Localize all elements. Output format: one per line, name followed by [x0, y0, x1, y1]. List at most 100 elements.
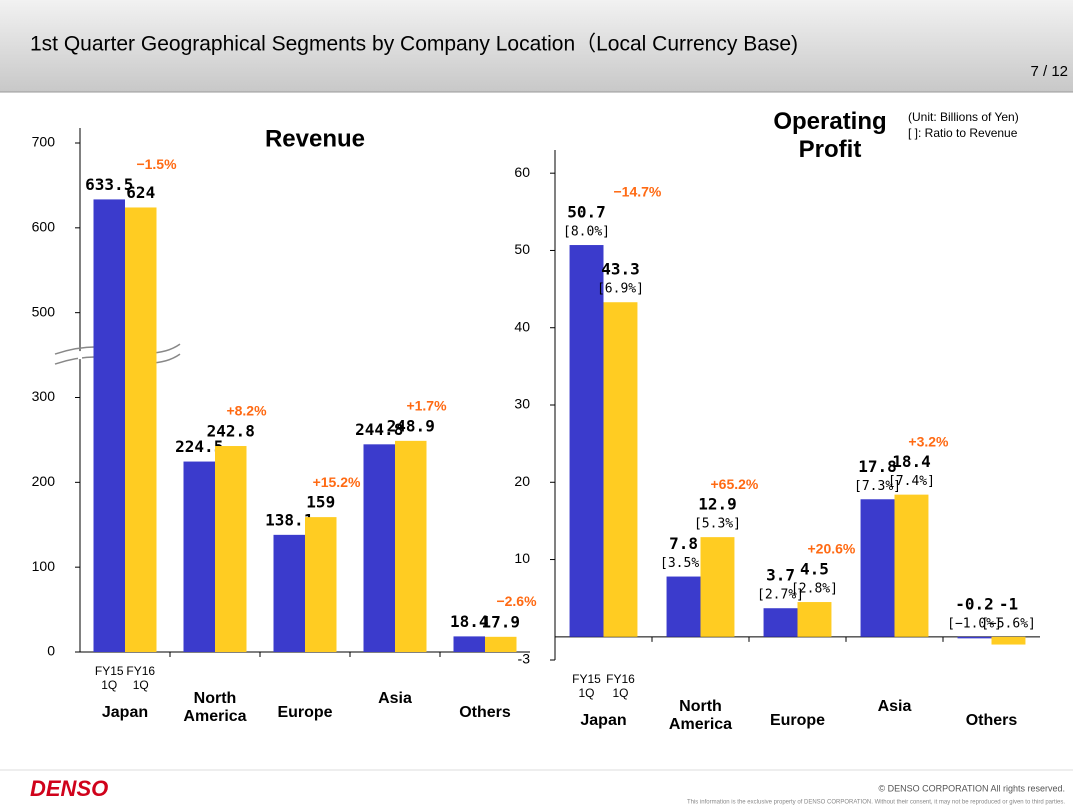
x-tick-label-box: Europe: [277, 704, 333, 721]
axis-break-gap: [78, 351, 82, 360]
ratio-note: [ ]: Ratio to Revenue: [908, 126, 1018, 140]
value-label: -1: [999, 594, 1018, 613]
y-tick-label: 60: [514, 164, 530, 180]
y-tick-label: -3: [518, 651, 531, 667]
series-label-box: FY16 1Q: [126, 664, 155, 692]
value-label: 4.5: [800, 560, 829, 579]
ratio-label: [−1.0%]: [947, 616, 1002, 631]
value-label: 43.3: [601, 260, 640, 279]
x-tick-label: North America: [183, 690, 247, 725]
chart-title: Operating Profit: [773, 108, 887, 163]
series-label: FY16 1Q: [606, 672, 635, 700]
x-tick-label: Europe: [277, 704, 333, 721]
copyright: © DENSO CORPORATION All rights reserved.: [878, 783, 1065, 793]
ratio-label: [7.3%]: [854, 479, 901, 494]
bar: [453, 636, 485, 652]
x-tick-label: Japan: [580, 712, 627, 729]
series-label-box: FY15 1Q: [95, 664, 124, 692]
value-label: -0.2: [955, 594, 994, 613]
y-tick-label: 10: [514, 550, 530, 566]
bar: [273, 534, 305, 652]
bar: [991, 636, 1026, 645]
series-label: FY15 1Q: [572, 672, 601, 700]
value-label: 624: [126, 183, 155, 202]
value-label: 242.8: [207, 422, 255, 441]
page-number: 7 / 12: [1030, 63, 1068, 80]
ratio-label: [7.4%]: [888, 474, 935, 489]
ratio-label: [−5.6%]: [981, 616, 1036, 631]
y-tick-label: 500: [32, 303, 56, 319]
header-band: [0, 0, 1073, 92]
charts: Revenue 0 100 200 300 500 600 700 Japan 633.5 FY15…: [32, 108, 1040, 733]
value-label: 224.5: [175, 437, 223, 456]
bar: [485, 636, 517, 652]
x-tick-label: Others: [965, 712, 1018, 729]
x-tick-label: Japan: [101, 704, 149, 721]
value-label: 12.9: [698, 495, 737, 514]
y-tick-label: 30: [514, 396, 530, 412]
bar: [93, 199, 125, 652]
y-tick-label: 200: [32, 473, 56, 489]
x-tick-label-box: Japan: [580, 712, 627, 729]
value-label: 50.7: [567, 203, 606, 222]
change-label: −1.5%: [136, 156, 177, 172]
value-label: 633.5: [85, 175, 133, 194]
bar: [569, 245, 604, 637]
y-tick-label: 40: [514, 318, 530, 334]
x-tick-label-box: Asia: [378, 690, 412, 707]
bar: [215, 446, 247, 652]
unit-note: (Unit: Billions of Yen): [908, 110, 1019, 124]
series-label-box: FY15 1Q: [572, 672, 601, 700]
x-tick-label: Asia: [877, 698, 912, 715]
x-tick-label-box: Others: [459, 704, 511, 721]
bar: [894, 494, 929, 637]
value-label: 18.4: [892, 452, 931, 471]
y-tick-label: 20: [514, 473, 530, 489]
y-tick-label: 700: [32, 134, 56, 150]
ratio-label: [3.5%]: [660, 556, 707, 571]
bar: [957, 636, 992, 639]
value-label: 17.8: [858, 457, 897, 476]
bar: [395, 440, 427, 652]
x-tick-label: North America: [668, 698, 733, 733]
bar: [603, 302, 638, 637]
x-tick-label-box: North America: [183, 690, 247, 725]
value-label: 3.7: [766, 566, 795, 585]
bar: [763, 608, 798, 637]
bar: [363, 444, 395, 652]
value-label: 18.4: [450, 612, 489, 631]
value-label: 244.8: [355, 420, 403, 439]
bar: [125, 207, 157, 652]
change-label: +1.7%: [406, 398, 447, 414]
bar: [797, 602, 832, 637]
slide-title: 1st Quarter Geographical Segments by Com…: [30, 33, 798, 56]
chart-title-box: Operating Profit: [773, 108, 887, 163]
x-tick-label: Europe: [769, 712, 826, 729]
value-label: 138.1: [265, 510, 313, 529]
value-label: 17.9: [481, 612, 520, 631]
ratio-label: [6.9%]: [597, 282, 644, 297]
x-tick-label-box: Asia: [877, 698, 912, 715]
value-label: 248.9: [387, 416, 435, 435]
ratio-label: [8.0%]: [563, 225, 610, 240]
value-label: 7.8: [669, 534, 698, 553]
y-tick-label: 100: [32, 558, 56, 574]
ratio-label: [2.8%]: [791, 582, 838, 597]
y-tick-label: 0: [47, 643, 55, 659]
bar: [700, 537, 735, 637]
change-label: −2.6%: [496, 593, 537, 609]
x-tick-label: Others: [459, 704, 511, 721]
value-label: 159: [306, 493, 335, 512]
bar: [305, 517, 337, 652]
x-tick-label-box: Europe: [769, 712, 826, 729]
x-tick-label-box: Japan: [101, 704, 149, 721]
ratio-label: [5.3%]: [694, 517, 741, 532]
change-label: −14.7%: [614, 184, 662, 200]
disclaimer: This information is the exclusive proper…: [687, 800, 1065, 806]
x-tick-label: Asia: [378, 690, 412, 707]
logo: DENSO: [30, 776, 108, 801]
chart-title: Revenue: [265, 125, 365, 152]
change-label: +20.6%: [808, 541, 856, 557]
change-label: +3.2%: [908, 433, 949, 449]
